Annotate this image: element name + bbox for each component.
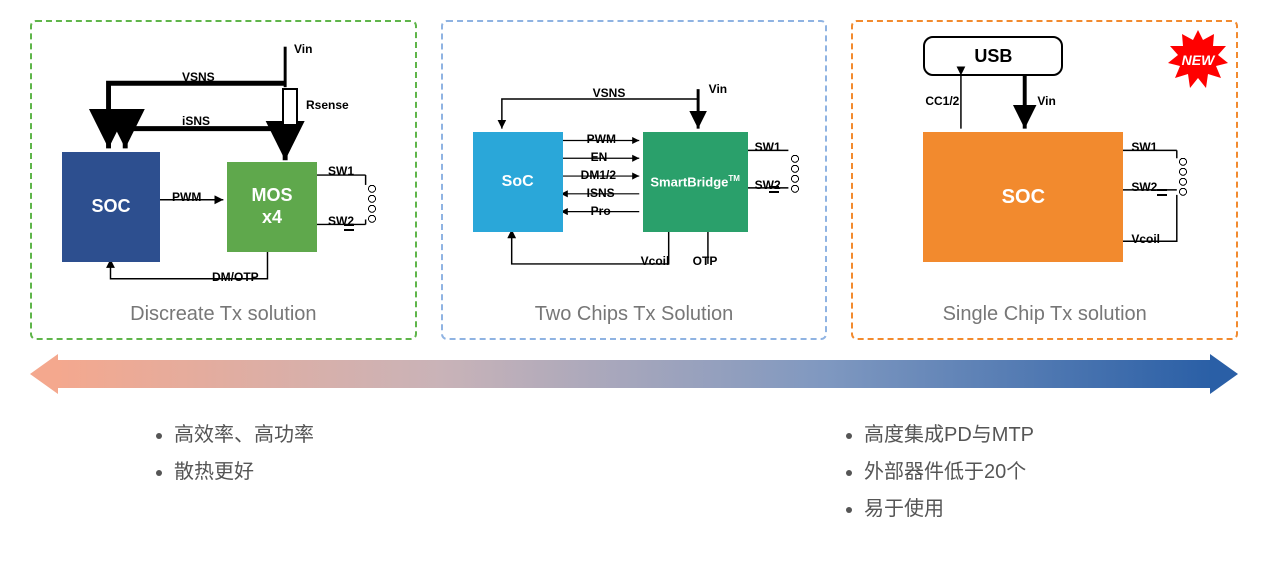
panels-row: SOC MOS x4 VSNS iSNS Vin Rsense PWM SW1 … (0, 0, 1268, 350)
label-vin: Vin (709, 82, 727, 96)
label-en: EN (591, 150, 608, 164)
panel1-title: Discreate Tx solution (32, 303, 415, 326)
label-vcoil: Vcoil (1131, 232, 1160, 246)
label-sw2: SW2 (755, 178, 781, 192)
label-sw2: SW2 (1131, 180, 1157, 194)
label-dm12: DM1/2 (581, 168, 616, 182)
inductor-icon (1177, 157, 1189, 197)
label-isns: iSNS (182, 114, 210, 128)
capacitor-icon (1157, 185, 1167, 199)
label-sw1: SW1 (755, 140, 781, 154)
label-pro: Pro (591, 204, 611, 218)
label-sw2: SW2 (328, 214, 354, 228)
bullets-right: 高度集成PD与MTP 外部器件低于20个 易于使用 (840, 410, 1034, 529)
gradient-arrow (30, 360, 1238, 388)
arrow-right-icon (1210, 354, 1238, 394)
bullet-item: 高度集成PD与MTP (864, 418, 1034, 447)
soc-block: SOC (923, 132, 1123, 262)
bullets-left: 高效率、高功率 散热更好 (150, 410, 314, 492)
panel-twochip: SoC SmartBridgeTM VSNS Vin PWM EN DM1/2 … (441, 20, 828, 340)
arrow-left-icon (30, 354, 58, 394)
label-vin: Vin (1037, 94, 1055, 108)
label-sw1: SW1 (328, 164, 354, 178)
new-badge: NEW (1166, 28, 1230, 92)
label-isns: ISNS (587, 186, 615, 200)
label-pwm: PWM (172, 190, 201, 204)
bullet-item: 散热更好 (174, 455, 314, 484)
label-dmotp: DM/OTP (212, 270, 259, 284)
usb-box: USB (923, 36, 1063, 76)
label-vin: Vin (294, 42, 312, 56)
label-pwm: PWM (587, 132, 616, 146)
label-sw1: SW1 (1131, 140, 1157, 154)
mos-block: MOS x4 (227, 162, 317, 252)
arrow-bar (56, 360, 1212, 388)
panel2-title: Two Chips Tx Solution (443, 303, 826, 326)
label-vsns: VSNS (182, 70, 215, 84)
inductor-icon (366, 184, 378, 224)
bullet-item: 易于使用 (864, 492, 1034, 521)
bullet-item: 外部器件低于20个 (864, 455, 1034, 484)
label-rsense: Rsense (306, 98, 349, 112)
inductor-icon (789, 154, 801, 194)
panel-singlechip: NEW USB SOC CC1/2 Vin SW1 SW2 Vcoil Sing… (851, 20, 1238, 340)
smartbridge-block: SmartBridgeTM (643, 132, 748, 232)
label-otp: OTP (693, 254, 718, 268)
bullet-item: 高效率、高功率 (174, 418, 314, 447)
soc-block: SOC (62, 152, 160, 262)
soc-block: SoC (473, 132, 563, 232)
label-vsns: VSNS (593, 86, 626, 100)
label-vcoil: Vcoil (641, 254, 670, 268)
rsense-box (282, 88, 298, 126)
panel-discrete: SOC MOS x4 VSNS iSNS Vin Rsense PWM SW1 … (30, 20, 417, 340)
panel3-title: Single Chip Tx solution (853, 303, 1236, 326)
label-cc12: CC1/2 (925, 94, 959, 108)
